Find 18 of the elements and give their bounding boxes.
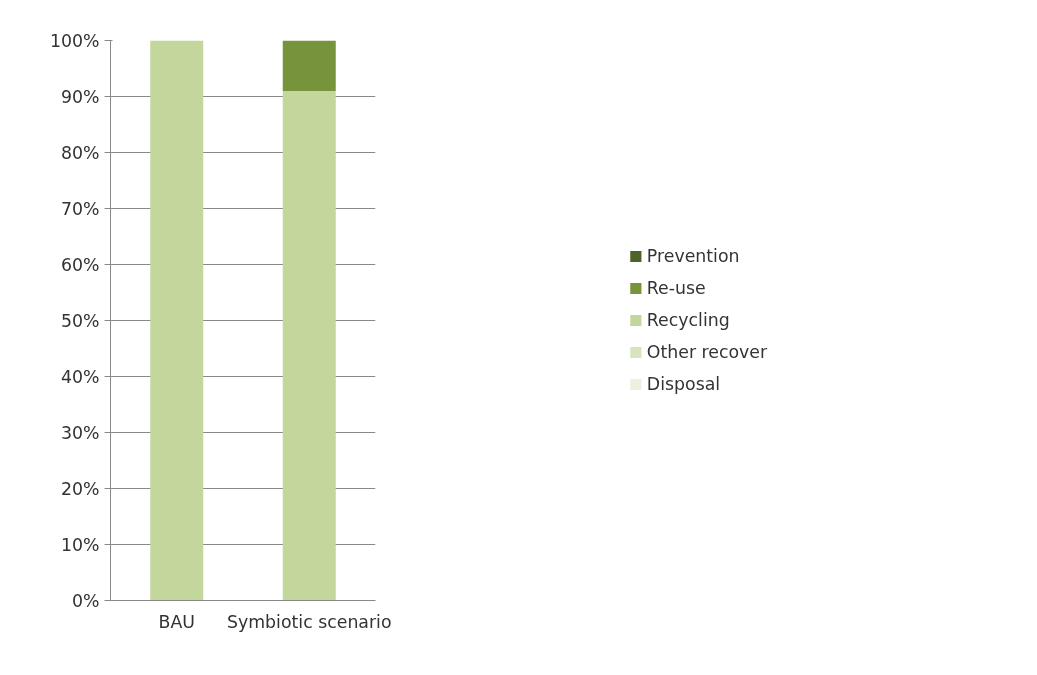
legend-label: Recycling bbox=[646, 310, 730, 330]
y-tick-label: 30% bbox=[60, 422, 100, 443]
y-tick-label: 0% bbox=[72, 590, 100, 611]
legend-label: Other recover bbox=[646, 342, 768, 362]
y-tick-label: 20% bbox=[60, 478, 100, 499]
y-tick-label: 100% bbox=[49, 30, 100, 51]
legend-label: Disposal bbox=[646, 374, 721, 394]
y-tick-label: 80% bbox=[60, 142, 100, 163]
y-tick-label: 40% bbox=[60, 366, 100, 387]
y-tick-label: 60% bbox=[60, 254, 100, 275]
y-tick-label: 90% bbox=[60, 86, 100, 107]
x-tick-label: BAU bbox=[158, 611, 195, 632]
y-tick-label: 10% bbox=[60, 534, 100, 555]
legend-label: Re-use bbox=[646, 278, 706, 298]
y-tick-label: 50% bbox=[60, 310, 100, 331]
y-tick-label: 70% bbox=[60, 198, 100, 219]
legend-label: Prevention bbox=[646, 246, 740, 266]
x-tick-label: Symbiotic scenario bbox=[226, 611, 392, 632]
